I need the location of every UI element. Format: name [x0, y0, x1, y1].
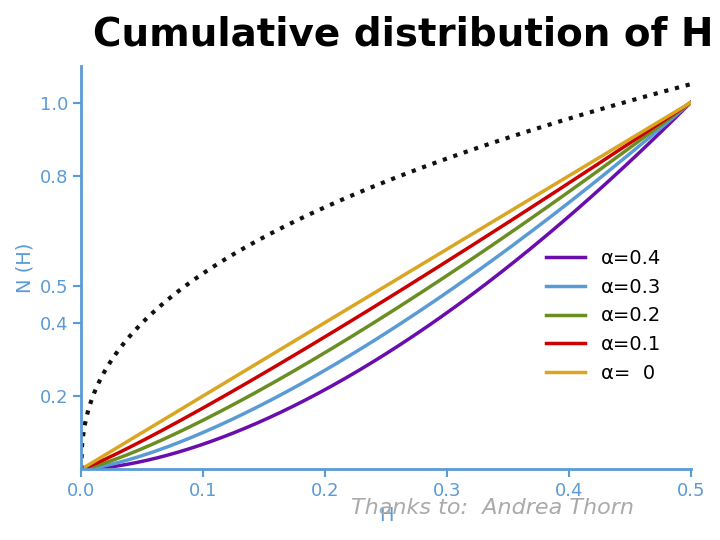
α=0.3 [346, 352, 354, 359]
Line: α=0.3: α=0.3 [81, 103, 690, 469]
α=0.1 [346, 319, 354, 325]
α=  0 [563, 173, 572, 180]
α=  0 [686, 99, 695, 106]
α=0.1 [77, 466, 86, 472]
Line: α=0.2: α=0.2 [81, 103, 690, 469]
α=  0 [77, 466, 86, 472]
Legend: α=0.4, α=0.3, α=0.2, α=0.1, α=  0: α=0.4, α=0.3, α=0.2, α=0.1, α= 0 [539, 241, 669, 390]
α=0.4 [552, 224, 561, 230]
α=0.1 [686, 99, 695, 106]
Line: α=0.4: α=0.4 [81, 103, 690, 469]
α=0.3 [495, 252, 504, 258]
α=  0 [139, 429, 148, 435]
Line: α=0.1: α=0.1 [81, 103, 690, 469]
α=0.3 [686, 99, 695, 106]
α=0.1 [139, 437, 148, 443]
α=0.3 [563, 200, 572, 207]
α=0.4 [77, 466, 86, 472]
α=0.2 [495, 237, 504, 243]
α=0.1 [323, 332, 332, 339]
α=0.2 [552, 197, 561, 204]
Line: α=  0: α= 0 [81, 103, 690, 469]
α=0.2 [77, 466, 86, 472]
X-axis label: H: H [379, 506, 393, 525]
α=0.1 [495, 225, 504, 231]
α=  0 [495, 214, 504, 221]
α=0.4 [346, 373, 354, 379]
Y-axis label: N (H): N (H) [15, 242, 34, 293]
α=0.3 [552, 209, 561, 215]
α=0.4 [686, 99, 695, 106]
α=0.4 [323, 385, 332, 392]
Text: Thanks to:  Andrea Thorn: Thanks to: Andrea Thorn [351, 498, 634, 518]
α=  0 [552, 180, 561, 186]
α=0.2 [563, 190, 572, 196]
α=0.4 [139, 458, 148, 464]
α=0.2 [139, 445, 148, 451]
α=0.2 [686, 99, 695, 106]
α=0.2 [323, 348, 332, 354]
α=0.2 [346, 334, 354, 341]
α=  0 [346, 305, 354, 311]
α=0.1 [563, 181, 572, 187]
α=  0 [323, 318, 332, 324]
α=0.3 [323, 366, 332, 372]
α=0.1 [552, 188, 561, 194]
Text: Cumulative distribution of H: Cumulative distribution of H [94, 15, 714, 53]
α=0.3 [77, 466, 86, 472]
α=0.4 [495, 270, 504, 276]
α=0.3 [139, 452, 148, 458]
α=0.4 [563, 214, 572, 221]
